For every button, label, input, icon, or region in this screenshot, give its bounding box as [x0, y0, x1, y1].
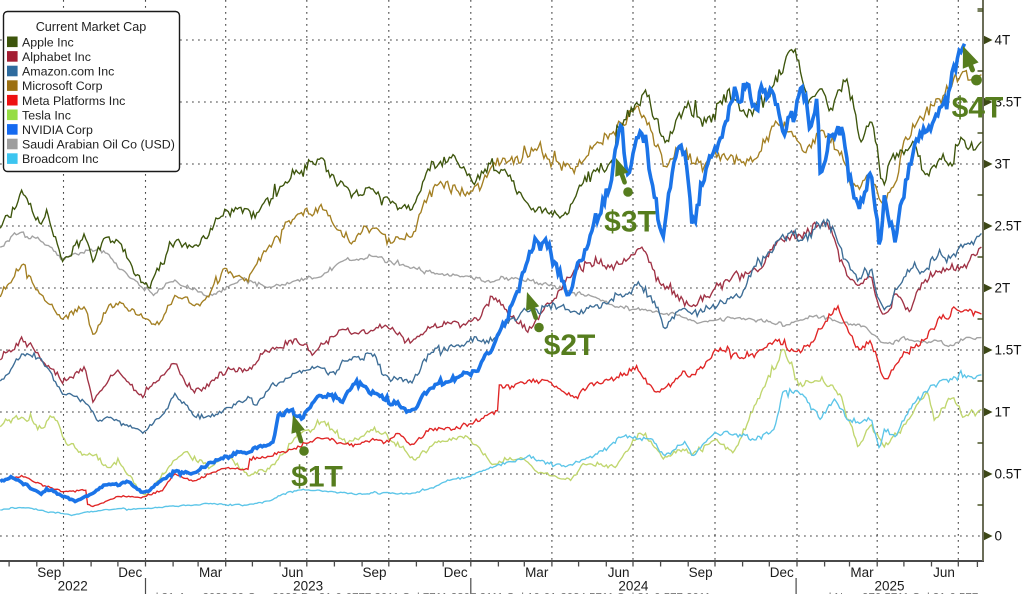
svg-text:2024: 2024 — [618, 579, 649, 594]
svg-text:3T: 3T — [995, 157, 1011, 172]
svg-text:2.5T: 2.5T — [995, 219, 1022, 234]
svg-text:Jun: Jun — [933, 565, 955, 580]
svg-text:Sep: Sep — [37, 565, 61, 580]
svg-text:Saudi Arabian Oil Co (USD): Saudi Arabian Oil Co (USD) — [22, 138, 175, 152]
svg-text:1.5T: 1.5T — [995, 343, 1022, 358]
svg-text:Amazon.com Inc: Amazon.com Inc — [22, 65, 114, 79]
svg-text:Current Market Cap: Current Market Cap — [36, 20, 147, 34]
svg-text:0: 0 — [995, 529, 1003, 544]
svg-text:Jun: Jun — [608, 565, 630, 580]
svg-text:Dec: Dec — [444, 565, 468, 580]
svg-text:2T: 2T — [995, 281, 1011, 296]
svg-text:Sep: Sep — [689, 565, 713, 580]
svg-text:d 31-Aug-2022 30-Sep-2022 D: d 31-Aug-2022 30-Sep-2022 De 31-0-0777 3… — [152, 593, 711, 594]
svg-text:$1T: $1T — [291, 461, 343, 494]
svg-text:$4T: $4T — [952, 92, 1004, 125]
svg-text:Mar: Mar — [850, 565, 874, 580]
svg-text:Meta Platforms Inc: Meta Platforms Inc — [22, 94, 125, 108]
svg-text:Broadcom Inc: Broadcom Inc — [22, 152, 98, 166]
svg-text:Apple Inc: Apple Inc — [22, 35, 74, 49]
svg-text:3.5T: 3.5T — [995, 95, 1022, 110]
svg-text:$2T: $2T — [544, 329, 596, 362]
svg-text:Alphabet Inc: Alphabet Inc — [22, 50, 91, 64]
svg-text:d Num 970 5711 S d 31-0: d Num 970 5711 S d 31-0 577 — [825, 593, 978, 594]
svg-text:4T: 4T — [995, 33, 1011, 48]
svg-text:Sep: Sep — [362, 565, 386, 580]
svg-text:2022: 2022 — [58, 579, 88, 594]
svg-text:NVIDIA Corp: NVIDIA Corp — [22, 123, 93, 137]
svg-text:Mar: Mar — [199, 565, 223, 580]
svg-text:Tesla Inc: Tesla Inc — [22, 108, 71, 122]
svg-text:2025: 2025 — [874, 579, 904, 594]
svg-text:1T: 1T — [995, 405, 1011, 420]
svg-text:Dec: Dec — [118, 565, 142, 580]
svg-text:Mar: Mar — [525, 565, 549, 580]
svg-text:2023: 2023 — [293, 579, 323, 594]
svg-text:$3T: $3T — [604, 206, 656, 239]
svg-text:0.5T: 0.5T — [995, 467, 1022, 482]
svg-text:Microsoft Corp: Microsoft Corp — [22, 79, 103, 93]
svg-text:Jun: Jun — [282, 565, 304, 580]
svg-text:Dec: Dec — [770, 565, 794, 580]
